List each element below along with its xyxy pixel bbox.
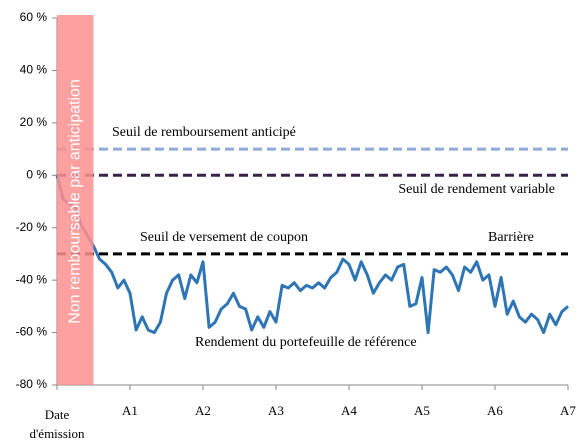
- region-label: Non remboursable par anticipation: [66, 79, 83, 324]
- y-tick-label: 60 %: [20, 10, 48, 24]
- threshold-label: Seuil de rendement variable: [398, 182, 555, 197]
- y-tick-label: -60 %: [16, 325, 48, 339]
- y-tick-label: 40 %: [20, 63, 48, 77]
- threshold-label: Barrière: [488, 230, 534, 245]
- x-tick-label: A1: [122, 403, 138, 418]
- x-tick-label: A2: [195, 403, 211, 418]
- x-tick-label: A4: [341, 403, 357, 418]
- series-line: [55, 174, 569, 335]
- x-tick-label: A7: [560, 403, 576, 418]
- y-tick-label: -40 %: [16, 272, 48, 286]
- x-tick-label: A5: [414, 403, 430, 418]
- shaded-region: [57, 15, 94, 385]
- series-label: Rendement du portefeuille de référence: [195, 335, 417, 350]
- x-tick-label: A3: [268, 403, 284, 418]
- x-tick-label: A6: [487, 403, 503, 418]
- y-tick-label: -80 %: [16, 377, 48, 391]
- x-tick-label: Date d'émission: [29, 407, 85, 441]
- y-tick-label: -20 %: [16, 220, 48, 234]
- threshold-label: Seuil de remboursement anticipé: [112, 125, 296, 140]
- y-tick-label: 0 %: [26, 167, 47, 181]
- threshold-label: Seuil de versement de coupon: [140, 230, 308, 245]
- y-tick-label: 20 %: [20, 115, 48, 129]
